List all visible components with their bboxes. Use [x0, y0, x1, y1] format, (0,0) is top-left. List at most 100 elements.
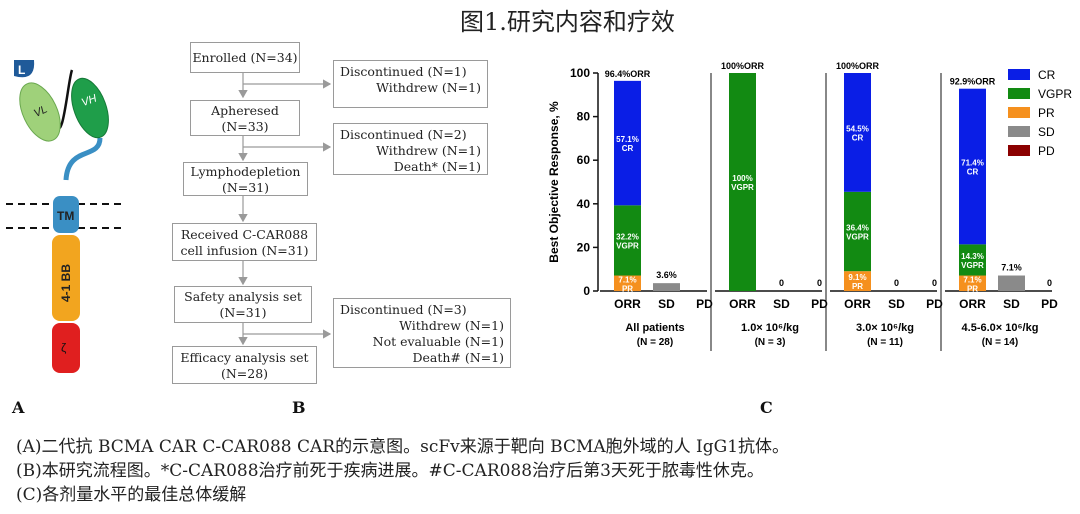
segment-category-label: VGPR — [731, 183, 754, 192]
bar-segment-pr — [614, 275, 641, 291]
segment-category-label: PR — [622, 284, 633, 293]
x-category-label: ORR — [614, 297, 641, 311]
y-axis-title: Best Objective Response, % — [547, 101, 561, 263]
segment-category-label: VGPR — [961, 261, 984, 270]
orr-label: 100%ORR — [721, 61, 765, 71]
group-label: 1.0× 10⁶/kg — [741, 322, 799, 334]
group-label: 4.5-6.0× 10⁶/kg — [962, 322, 1039, 334]
orr-label: 92.9%ORR — [950, 77, 996, 87]
caption-c: (C)各剂量水平的最佳总体缓解 — [16, 485, 247, 505]
y-tick-label: 40 — [577, 197, 591, 211]
panel-label-c: C — [760, 398, 773, 417]
legend-swatch-sd — [1008, 126, 1030, 137]
legend-label-pr: PR — [1038, 106, 1055, 120]
flow-enrolled: Enrolled (N=34) — [190, 42, 300, 73]
segment-category-label: CR — [967, 168, 979, 177]
x-category-label: SD — [773, 297, 790, 311]
tm-domain — [53, 196, 79, 233]
legend-swatch-cr — [1008, 69, 1030, 80]
group-sublabel: (N = 3) — [755, 337, 786, 348]
flow-apheresed: Apheresed (N=33) — [190, 100, 300, 136]
x-category-label: ORR — [959, 297, 986, 311]
legend-swatch-vgpr — [1008, 88, 1030, 99]
caption-a: (A)二代抗 BCMA CAR C-CAR088 CAR的示意图。scFv来源于… — [16, 437, 790, 457]
zeta-domain — [52, 323, 80, 373]
segment-value-label: 14.3% — [961, 252, 984, 261]
bar-segment-cr — [844, 73, 871, 192]
bar-segment-cr — [959, 88, 986, 245]
leader-domain — [14, 60, 35, 78]
vl-domain — [19, 82, 61, 142]
bar-segment-vgpr — [614, 205, 641, 276]
flow-safety-set: Safety analysis set (N=31) — [174, 286, 312, 323]
x-category-label: SD — [1003, 297, 1020, 311]
orr-label: 100%ORR — [836, 61, 880, 71]
tm-label: TM — [57, 209, 74, 223]
segment-value-label: 7.1% — [618, 275, 636, 284]
flow-received-infusion: Received C-CAR088 cell infusion (N=31) — [172, 223, 317, 261]
panel-label-a: A — [12, 398, 25, 417]
costim-domain — [52, 235, 80, 321]
vh-domain — [71, 77, 109, 139]
x-category-label: ORR — [844, 297, 871, 311]
caption-b: (B)本研究流程图。*C-CAR088治疗前死于疾病进展。#C-CAR088治疗… — [16, 461, 764, 481]
segment-category-label: PR — [967, 284, 978, 293]
bar-top-label: 0 — [817, 278, 822, 288]
segment-category-label: CR — [852, 133, 864, 142]
bar-segment-vgpr — [844, 191, 871, 272]
group-sublabel: (N = 11) — [867, 337, 903, 348]
group-sublabel: (N = 14) — [982, 337, 1018, 348]
side-box-discontinued-1: Discontinued (N=1) Withdrew (N=1) — [333, 60, 488, 108]
vl-label: VL — [32, 103, 49, 120]
leader-label: L — [18, 63, 25, 77]
segment-value-label: 9.1% — [848, 273, 866, 282]
bar-segment-pr — [844, 271, 871, 291]
x-category-label: PD — [811, 297, 828, 311]
y-tick-label: 100 — [570, 66, 590, 80]
y-tick-label: 60 — [577, 153, 591, 167]
bar-segment-vgpr — [729, 73, 756, 291]
bar-segment-sd — [998, 275, 1025, 291]
legend-label-cr: CR — [1038, 68, 1056, 82]
segment-value-label: 7.1% — [963, 275, 981, 284]
panel-label-b: B — [292, 398, 306, 417]
y-tick-label: 80 — [577, 110, 591, 124]
flow-efficacy-set: Efficacy analysis set (N=28) — [172, 346, 317, 384]
costim-label: 4-1 BB — [59, 264, 73, 302]
bar-top-label: 0 — [779, 278, 784, 288]
bar-segment-pr — [959, 275, 986, 291]
bar-top-label: 7.1% — [1001, 263, 1022, 273]
bar-top-label: 0 — [894, 278, 899, 288]
x-category-label: PD — [696, 297, 713, 311]
figure-title: 图1.研究内容和疗效 — [460, 8, 675, 36]
segment-category-label: VGPR — [616, 241, 639, 250]
side-box-discontinued-3: Discontinued (N=3) Withdrew (N=1) Not ev… — [333, 298, 511, 368]
segment-value-label: 100% — [732, 174, 752, 183]
segment-value-label: 57.1% — [616, 135, 639, 144]
legend-swatch-pd — [1008, 145, 1030, 156]
legend-label-sd: SD — [1038, 125, 1055, 139]
bar-top-label: 0 — [932, 278, 937, 288]
zeta-label: ζ — [61, 341, 67, 355]
legend-label-pd: PD — [1038, 144, 1055, 158]
bar-segment-sd — [653, 283, 680, 291]
segment-value-label: 54.5% — [846, 124, 869, 133]
segment-category-label: CR — [622, 144, 634, 153]
bar-segment-vgpr — [959, 244, 986, 276]
car-diagram: VL L VH TM 4-1 BB ζ — [6, 60, 126, 373]
response-chart: 0 20 40 60 80 100 Best Objective Response, % 7.… — [547, 61, 1072, 351]
flow-lymphodepletion: Lymphodepletion (N=31) — [183, 162, 308, 196]
bar-top-label: 3.6% — [656, 270, 677, 280]
x-category-label: PD — [926, 297, 943, 311]
x-category-label: SD — [888, 297, 905, 311]
x-category-label: PD — [1041, 297, 1058, 311]
vh-label: VH — [80, 93, 99, 110]
group-sublabel: (N = 28) — [637, 337, 673, 348]
legend-swatch-pr — [1008, 107, 1030, 118]
bar-top-label: 0 — [1047, 278, 1052, 288]
segment-category-label: PR — [852, 282, 863, 291]
side-box-discontinued-2: Discontinued (N=2) Withdrew (N=1) Death*… — [333, 123, 488, 175]
segment-value-label: 36.4% — [846, 223, 869, 232]
y-tick-label: 20 — [577, 240, 591, 254]
bar-segment-cr — [614, 80, 641, 206]
